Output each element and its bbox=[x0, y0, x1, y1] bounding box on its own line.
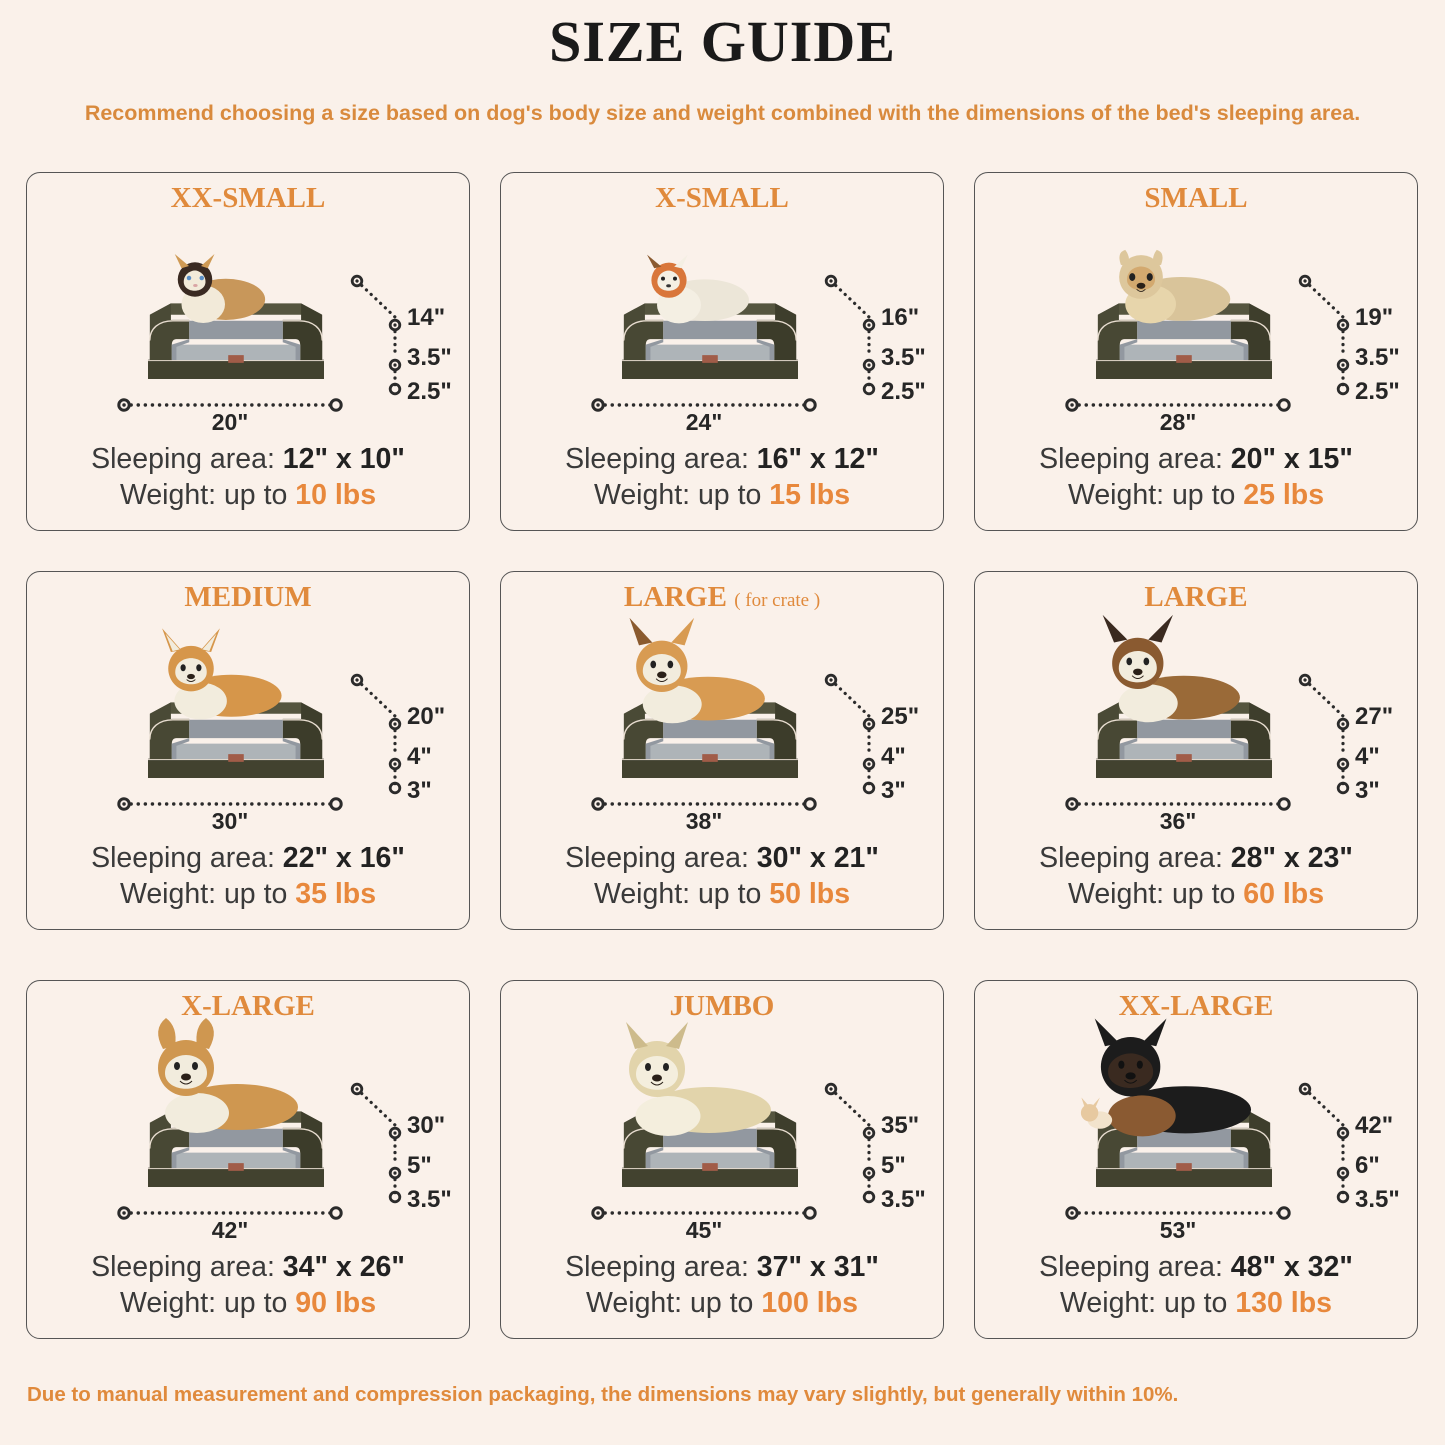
svg-text:42": 42" bbox=[1355, 1112, 1393, 1139]
svg-text:6": 6" bbox=[1355, 1152, 1380, 1179]
svg-text:5": 5" bbox=[407, 1152, 432, 1179]
svg-text:2.5": 2.5" bbox=[881, 378, 926, 405]
svg-text:3.5": 3.5" bbox=[407, 1186, 452, 1213]
svg-text:35": 35" bbox=[881, 1112, 919, 1139]
svg-text:2.5": 2.5" bbox=[407, 378, 452, 405]
svg-text:27": 27" bbox=[1355, 703, 1393, 730]
svg-text:3": 3" bbox=[881, 777, 906, 804]
svg-text:5": 5" bbox=[881, 1152, 906, 1179]
svg-text:4": 4" bbox=[881, 743, 906, 770]
svg-text:19": 19" bbox=[1355, 304, 1393, 331]
svg-text:4": 4" bbox=[1355, 743, 1380, 770]
svg-text:3.5": 3.5" bbox=[1355, 344, 1400, 371]
svg-text:3": 3" bbox=[407, 777, 432, 804]
svg-text:20": 20" bbox=[407, 703, 445, 730]
svg-text:16": 16" bbox=[881, 304, 919, 331]
svg-text:3": 3" bbox=[1355, 777, 1380, 804]
svg-text:30": 30" bbox=[407, 1112, 445, 1139]
svg-text:4": 4" bbox=[407, 743, 432, 770]
svg-text:14": 14" bbox=[407, 304, 445, 331]
svg-text:3.5": 3.5" bbox=[881, 344, 926, 371]
svg-text:3.5": 3.5" bbox=[407, 344, 452, 371]
svg-text:25": 25" bbox=[881, 703, 919, 730]
svg-text:3.5": 3.5" bbox=[881, 1186, 926, 1213]
svg-text:2.5": 2.5" bbox=[1355, 378, 1400, 405]
svg-text:3.5": 3.5" bbox=[1355, 1186, 1400, 1213]
